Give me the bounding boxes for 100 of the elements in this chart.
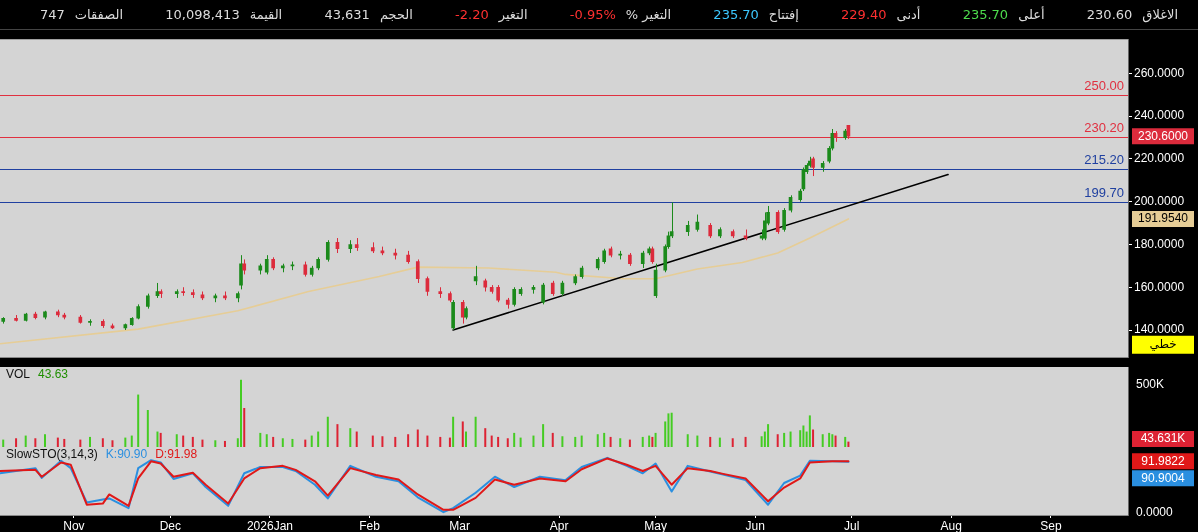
candlestick (181, 286, 186, 297)
text: 229.40 (841, 7, 887, 22)
text: -0.95% (569, 7, 616, 22)
text: 191.9540 (1137, 211, 1189, 226)
bar (394, 436, 397, 447)
bar (619, 438, 622, 447)
bar (776, 434, 779, 447)
y-tick-label: 240.0000 (1134, 108, 1185, 123)
y-tick-label: 200.0000 (1134, 194, 1185, 209)
x-tick-label: Aug (940, 518, 962, 532)
chart-title: SlowSTO(3,14,3) (6, 447, 98, 462)
bar (484, 428, 487, 447)
bar (808, 415, 811, 447)
bar (281, 438, 284, 447)
bar (821, 434, 824, 447)
text: 500K (1136, 377, 1165, 392)
y-tick-label: 180.0000 (1134, 236, 1185, 251)
candlestick (62, 312, 67, 320)
bar (407, 434, 410, 447)
ref-line-label: 199.70 (1084, 184, 1124, 200)
bar (34, 438, 37, 447)
ref-line-label: 230.20 (1084, 119, 1124, 135)
bar (667, 413, 670, 447)
x-tick-label: May (644, 518, 667, 532)
bar (448, 437, 451, 447)
y-tick-label: 260.0000 (1134, 65, 1185, 80)
text: القيمة (249, 7, 283, 22)
text: 230.6000 (1137, 128, 1189, 143)
ref-line-label: 250.00 (1084, 77, 1124, 93)
candlestick (483, 278, 488, 293)
text: التغير % (625, 7, 672, 22)
candlestick (174, 288, 179, 299)
text: 747 (40, 7, 65, 22)
text: الاغلاق (1142, 7, 1178, 22)
x-tick-label: Apr (549, 518, 569, 532)
series-label: K:90.90 (105, 447, 148, 462)
bar (696, 435, 699, 447)
bar (355, 431, 358, 447)
bar (767, 424, 770, 447)
bar (506, 438, 509, 447)
bar (844, 436, 847, 447)
bar (812, 429, 815, 447)
bar (201, 439, 204, 447)
bar (304, 439, 307, 447)
bar (381, 436, 384, 447)
bar (56, 437, 59, 447)
bar (760, 436, 763, 447)
x-tick-label: Mar (449, 518, 470, 532)
candlestick (88, 318, 92, 327)
candlestick (190, 288, 195, 299)
text: 91.9822 (1141, 453, 1186, 468)
bar (124, 437, 127, 447)
bar (519, 437, 522, 447)
candlestick (158, 288, 163, 299)
bar (783, 432, 786, 447)
text: الصفقات (74, 7, 124, 22)
x-tick-label: Nov (63, 518, 85, 532)
y-tick-label: 160.0000 (1134, 279, 1185, 294)
y-tick-label: 220.0000 (1134, 151, 1185, 166)
bar (542, 424, 545, 447)
x-tick-label: Sep (1040, 518, 1062, 532)
bar (349, 428, 352, 447)
bar (137, 394, 140, 447)
x-tick-label: Jun (745, 518, 765, 532)
text: 10,098,413 (165, 7, 240, 22)
bar (416, 429, 419, 447)
bar (111, 440, 114, 447)
x-tick-label: Jul (843, 518, 860, 532)
bar (718, 437, 721, 447)
bar (452, 416, 455, 447)
bar (265, 434, 268, 447)
bar (609, 436, 612, 447)
bar (272, 436, 275, 447)
bar (175, 434, 178, 447)
x-tick-label: 2026Jan (246, 518, 293, 532)
bar (317, 431, 320, 447)
x-tick-label: Feb (359, 518, 381, 532)
bar (24, 435, 27, 447)
text: 230.60 (1086, 7, 1133, 22)
bar (182, 435, 185, 447)
bar (191, 436, 194, 447)
bar (130, 435, 133, 447)
bar (326, 416, 329, 447)
text: الحجم (379, 7, 413, 22)
x-tick-label: Dec (159, 518, 181, 532)
bar (240, 379, 243, 447)
bar (686, 434, 689, 447)
bar (532, 435, 535, 447)
bar (513, 432, 516, 447)
bar (731, 438, 734, 447)
bar (603, 432, 606, 447)
bar (497, 436, 500, 447)
bar (461, 421, 464, 447)
bar (802, 425, 805, 447)
bar (828, 432, 831, 447)
bar (551, 432, 554, 447)
bar (223, 440, 226, 447)
bar (426, 435, 429, 447)
text: أعلى (1018, 7, 1045, 22)
bar (2, 439, 5, 447)
